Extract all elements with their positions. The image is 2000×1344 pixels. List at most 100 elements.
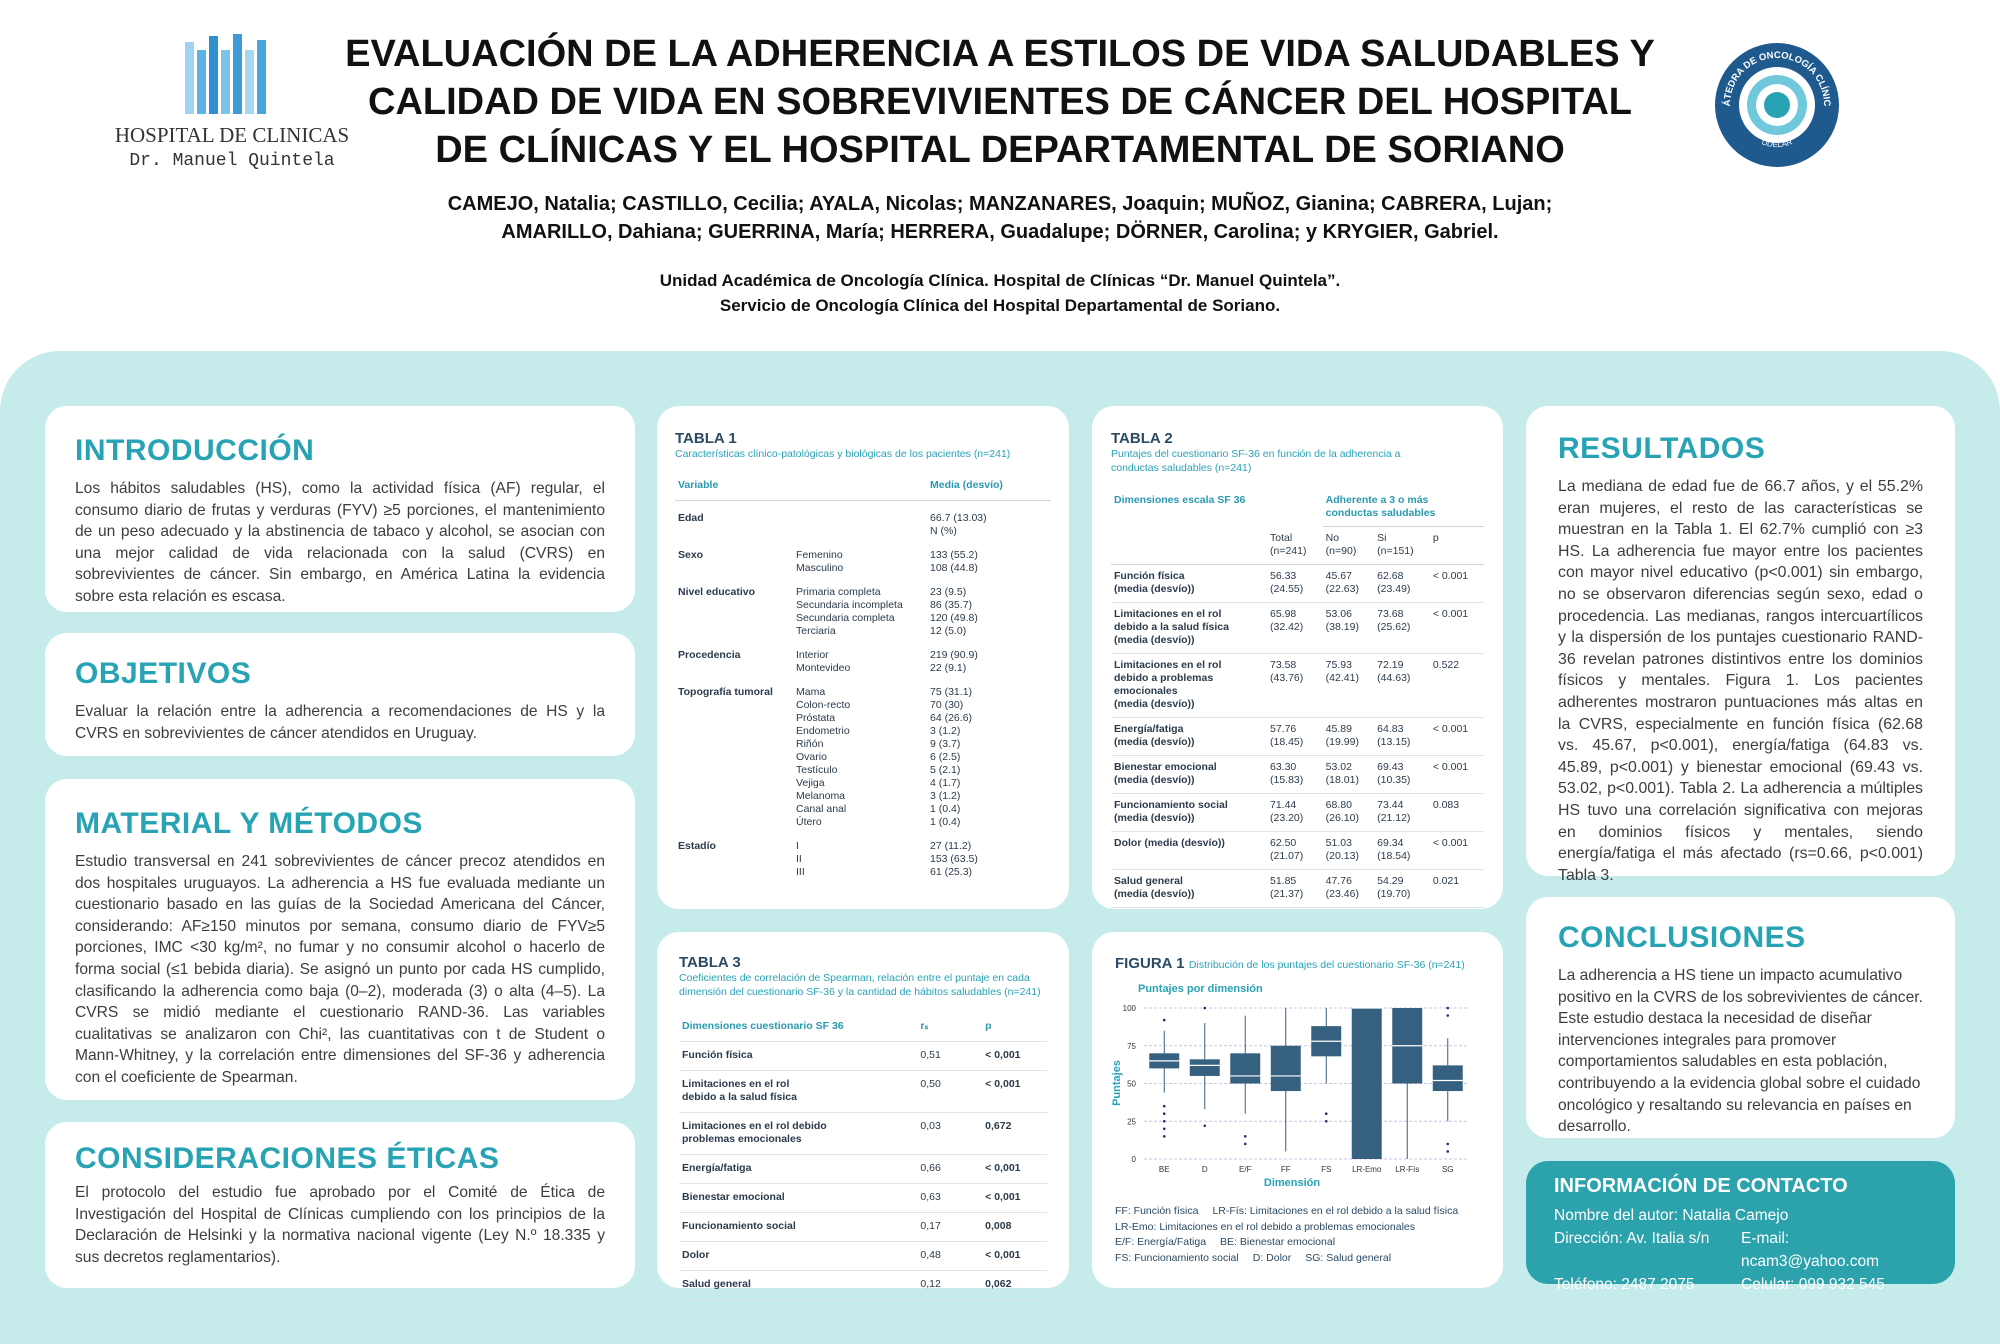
group-label: Sexo [678,549,704,561]
table-cell: 133 (55.2) [930,549,978,561]
group-label [675,562,793,575]
table-cell: < 0,001 [982,1154,1047,1184]
outlier [1446,1150,1450,1153]
logo-text: UDELAR [1760,137,1793,149]
section-text: El protocolo del estudio fue aprobado po… [75,1184,605,1266]
section-text: Evaluar la relación entre la adherencia … [75,703,605,742]
eticas-card: CONSIDERACIONES ÉTICAS El protocolo del … [45,1122,635,1288]
y-axis-label: Puntajes [1111,1060,1123,1106]
header-cell [1111,526,1267,565]
x-tick-label: LR-Fís [1395,1165,1419,1174]
group-label [675,612,793,625]
metodos-card: MATERIAL Y MÉTODOS Estudio transversal e… [45,779,635,1100]
section-text: Estudio transversal en 241 sobreviviente… [75,853,605,1086]
table-cell: 64.83 (13.15) [1374,717,1430,756]
group-label [675,738,793,751]
table-cell: 3 (1.2) [930,725,961,737]
header-row: Dimensiones cuestionario SF 36 rₛ p [679,1013,1047,1042]
table-cell: Limitaciones en el rol debido a la salud… [679,1070,918,1113]
contacto-card: INFORMACIÓN DE CONTACTO Nombre del autor… [1526,1161,1955,1293]
table: Variable Media (desvío) Edad 66.7 (13.03) N … [675,479,1051,879]
section-title: RESULTADOS [1558,432,1766,465]
table-cell: Útero [796,816,822,828]
table-cell: < 0.001 [1429,602,1484,654]
header-row: Dimensiones escala SF 36 Adherente a 3 o … [1111,489,1484,527]
table-wrap: Variable Media (desvío) Edad 66.7 (13.03) N … [675,479,1051,879]
table-cell [793,525,927,538]
table-cell: Funcionamiento social [679,1212,918,1242]
table-cell: Mama [796,686,826,698]
table-cell: Terciaria [796,625,836,637]
table-cell: 0,062 [982,1270,1047,1300]
header-row: Total (n=241) No (n=90) Si (n=151) p [1111,526,1484,565]
group-label [675,790,793,803]
table-cell: < 0,001 [982,1070,1047,1113]
table: Dimensiones escala SF 36 Adherente a 3 o … [1111,489,1484,908]
figure-subtitle: Distribución de los puntajes del cuestio… [1188,959,1465,971]
header-cell: Dimensiones escala SF 36 [1114,494,1246,506]
contact-item: Nombre del autor: Natalia Camejo [1554,1207,1789,1224]
outlier [1162,1135,1166,1138]
affiliations: Unidad Académica de Oncología Clínica. H… [300,268,1700,318]
group-label: Nivel educativo [678,586,756,598]
group-label: Edad [678,512,704,524]
outlier [1162,1112,1166,1115]
table-cell: Próstata [796,712,836,724]
table-cell: 45.67 (22.63) [1322,564,1375,603]
chart-title: Puntajes por dimensión [1138,983,1263,995]
table-cell: 0,51 [917,1041,983,1071]
table-cell: Energía/fatiga (media (desvío)) [1111,717,1267,756]
header-cell: Adherente a 3 o más conductas saludables [1322,489,1484,527]
hospital-logo: HOSPITAL DE CLINICAS Dr. Manuel Quintela [115,34,349,171]
group-label [675,777,793,790]
table-cell: 75 (31.1) [930,686,973,698]
table-cell: 6 (2.5) [930,751,961,763]
table-cell: 1 (0.4) [930,803,961,815]
table-cell: < 0.001 [1429,717,1484,756]
table-cell: Funcionamiento social (media (desvío)) [1111,793,1267,832]
table-cell: Función física (media (desvío)) [1111,564,1267,603]
note: LR-Fís: Limitaciones en el rol debido a … [1212,1205,1459,1217]
table-row: Función física 0,51 < 0,001 [679,1041,1047,1071]
table-row: Terciaria 12 (5.0) [675,625,1051,638]
table-cell: Masculino [796,562,844,574]
header-cell: rₛ [917,1013,983,1042]
table-row: Sexo Femenino 133 (55.2) [675,538,1051,562]
objetivos-card: OBJETIVOS Evaluar la relación entre la a… [45,633,635,756]
table-row: Salud general (media (desvío)) 51.85 (21.… [1111,869,1484,908]
outlier [1203,1124,1207,1128]
x-axis-label: Dimensión [1264,1177,1321,1189]
table-row: Estadío I 27 (11.2) [675,829,1051,853]
table-row: Limitaciones en el rol debido a la salud… [1111,602,1484,654]
table-cell: 9 (3.7) [930,738,961,750]
table-cell: 45.89 (19.99) [1322,717,1375,756]
table-cell: 56.33 (24.55) [1267,564,1323,603]
table-row: Próstata 64 (26.6) [675,712,1051,725]
table-cell: 0,63 [917,1183,983,1213]
note: E/F: Energía/Fatiga [1115,1236,1207,1248]
header-cell [1267,489,1323,527]
table-row: Energía/fatiga 0,66 < 0,001 [679,1154,1047,1184]
outlier [1162,1018,1166,1022]
y-tick-label: 25 [1127,1117,1136,1126]
affiliation: Unidad Académica de Oncología Clínica. H… [659,271,1341,290]
table-cell: Vejiga [796,777,825,789]
table-cell: II [796,853,802,865]
table-subtitle: Características clínico-patológicas y bi… [675,448,1011,460]
section-title: CONSIDERACIONES ÉTICAS [75,1142,500,1175]
table-row: Masculino 108 (44.8) [675,562,1051,575]
author-line: CAMEJO, Natalia; CASTILLO, Cecilia; AYAL… [447,193,1553,215]
table-row: Función física (media (desvío)) 56.33 (24… [1111,564,1484,603]
header-cell: p [1429,526,1484,565]
x-tick-label: FS [1321,1165,1331,1174]
table-cell: 0,12 [917,1270,983,1300]
group-label [675,816,793,829]
table-cell: 53.02 (18.01) [1322,755,1375,794]
outlier [1243,1135,1247,1138]
table-cell: 71.44 (23.20) [1267,793,1323,832]
table-title: TABLA 2 [1111,430,1173,447]
table-cell: 63.30 (15.83) [1267,755,1323,794]
table-cell: 61 (25.3) [930,866,973,878]
section-text: Los hábitos saludables (HS), como la act… [75,480,605,605]
table-cell: 51.85 (21.37) [1267,869,1323,908]
